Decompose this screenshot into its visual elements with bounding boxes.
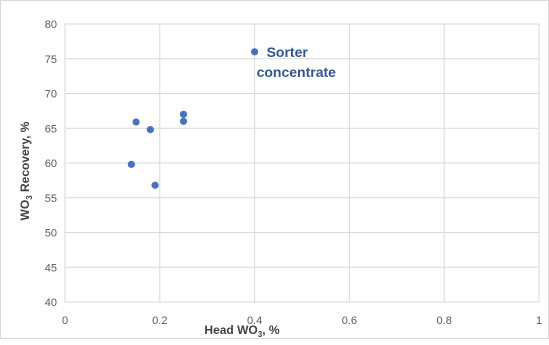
data-point xyxy=(251,48,259,56)
x-tick-label: 0.8 xyxy=(437,315,452,327)
x-tick-label: 0.6 xyxy=(342,315,357,327)
annotations: Sorter concentrate xyxy=(257,44,337,80)
data-point xyxy=(127,160,135,168)
y-tick-label: 50 xyxy=(45,228,57,240)
y-tick-label: 80 xyxy=(45,19,57,31)
annotation-label: Sorter xyxy=(267,44,309,60)
y-tick-label: 55 xyxy=(45,193,57,205)
y-tick-label: 75 xyxy=(45,54,57,66)
x-tick-label: 1 xyxy=(536,315,542,327)
data-point xyxy=(132,118,140,126)
y-tick-label: 40 xyxy=(45,297,57,309)
y-tick-label: 65 xyxy=(45,123,57,135)
data-points xyxy=(127,48,259,189)
data-point xyxy=(179,110,188,118)
grid-lines xyxy=(64,23,540,303)
x-tick-label: 0.4 xyxy=(247,315,262,327)
y-tick-label: 60 xyxy=(45,158,57,170)
y-tick-label: 45 xyxy=(45,262,57,274)
x-tick-label: 0 xyxy=(62,315,68,327)
data-point xyxy=(151,181,159,189)
tick-labels: 40 45 50 55 60 65 70 75 80 0 0.2 0.4 0.6 0.8 1 xyxy=(45,19,542,327)
y-axis-label: WO3 Recovery, % xyxy=(18,121,34,220)
data-point xyxy=(146,126,154,134)
data-point xyxy=(179,117,188,125)
y-tick-label: 70 xyxy=(45,89,57,101)
annotation-label: concentrate xyxy=(257,64,337,80)
x-tick-label: 0.2 xyxy=(152,315,167,327)
x-axis-label: Head WO3, % xyxy=(204,323,279,339)
